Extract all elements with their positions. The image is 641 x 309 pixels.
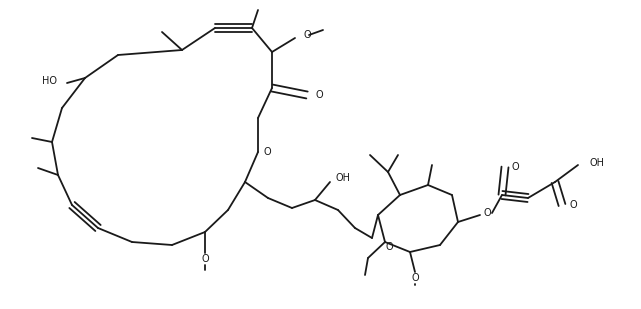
- Text: O: O: [303, 30, 311, 40]
- Text: OH: OH: [335, 173, 350, 183]
- Text: O: O: [315, 90, 322, 100]
- Text: O: O: [569, 200, 577, 210]
- Text: OH: OH: [590, 158, 605, 168]
- Text: O: O: [201, 254, 209, 264]
- Text: O: O: [264, 147, 272, 157]
- Text: O: O: [484, 208, 492, 218]
- Text: HO: HO: [42, 76, 57, 86]
- Text: O: O: [386, 242, 394, 252]
- Text: O: O: [411, 273, 419, 283]
- Text: O: O: [512, 162, 520, 172]
